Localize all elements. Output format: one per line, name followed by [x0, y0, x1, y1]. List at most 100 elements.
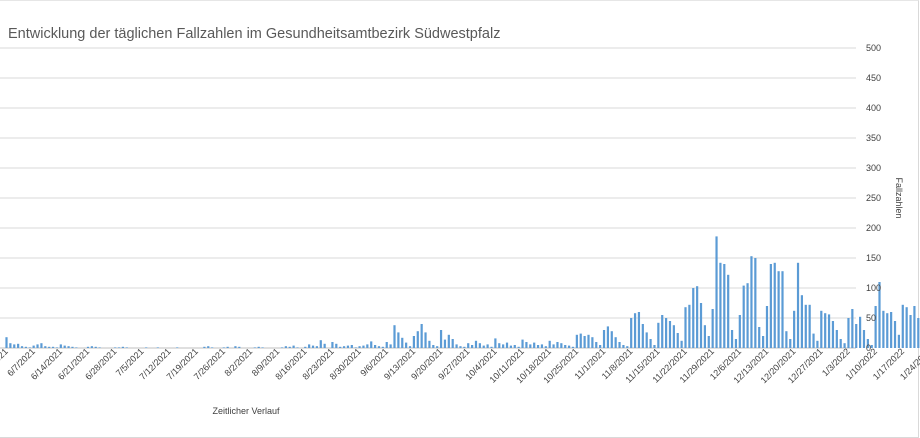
bar — [548, 340, 551, 348]
y-tick-label: 450 — [866, 73, 881, 83]
bar — [509, 345, 512, 348]
bar — [238, 346, 241, 348]
bar — [436, 346, 439, 348]
bar — [362, 345, 365, 348]
bar — [222, 347, 225, 348]
bar — [354, 347, 357, 348]
bar — [676, 333, 679, 348]
bar — [649, 339, 652, 348]
bar — [886, 313, 889, 348]
bar — [661, 315, 664, 348]
bar — [641, 324, 644, 348]
bar — [513, 345, 516, 348]
bar — [474, 340, 478, 348]
bar — [579, 333, 582, 348]
y-axis-ticks: 0 50 100 150 200 250 300 350 400 450 500 — [866, 43, 881, 353]
bar — [51, 346, 55, 348]
bar — [723, 264, 726, 348]
bar — [5, 337, 8, 348]
y-tick-label: 0 — [866, 343, 871, 353]
bar — [618, 342, 621, 348]
bar — [769, 264, 772, 348]
bar — [525, 342, 528, 348]
bar — [540, 344, 544, 348]
bar — [17, 343, 20, 348]
bar — [804, 304, 807, 348]
bar — [339, 346, 342, 348]
bar — [207, 346, 210, 348]
x-axis-label: Zeitlicher Verlauf — [212, 406, 280, 416]
bar — [917, 318, 920, 348]
bar — [296, 347, 299, 348]
bar — [703, 325, 706, 348]
bar — [591, 337, 594, 348]
chart-title: Entwicklung der täglichen Fallzahlen im … — [8, 26, 501, 42]
bar — [785, 331, 788, 348]
bar — [855, 324, 858, 348]
bar — [575, 334, 578, 348]
bar — [494, 338, 497, 348]
bar — [824, 313, 827, 348]
bar — [71, 346, 74, 348]
bar — [874, 306, 877, 348]
bar — [412, 336, 415, 348]
bar — [758, 327, 761, 348]
bar — [385, 342, 388, 348]
y-tick-label: 150 — [866, 253, 881, 263]
bar — [765, 306, 769, 348]
bar — [835, 330, 838, 348]
bar — [377, 346, 381, 348]
bar — [796, 262, 800, 348]
y-tick-label: 100 — [866, 283, 881, 293]
bar — [680, 340, 683, 348]
bar — [599, 345, 602, 348]
bar — [645, 332, 648, 348]
bar — [610, 331, 613, 348]
bar — [284, 346, 287, 348]
bar — [234, 346, 237, 348]
bar — [890, 312, 893, 348]
bar — [583, 336, 586, 348]
bar — [564, 345, 567, 348]
bar — [571, 346, 575, 348]
bar — [777, 271, 780, 348]
bar-series — [5, 236, 920, 348]
bar — [447, 334, 450, 348]
bar — [882, 310, 885, 348]
bar — [335, 343, 338, 348]
bar — [374, 345, 377, 348]
bar — [482, 345, 485, 348]
bar — [393, 325, 396, 348]
bar — [63, 345, 66, 348]
bar — [517, 346, 520, 348]
bar — [665, 318, 668, 348]
bar — [342, 346, 346, 348]
bar — [653, 345, 656, 348]
bar — [742, 285, 745, 348]
bar — [816, 340, 819, 348]
bar — [738, 315, 741, 348]
bar — [602, 330, 606, 348]
bar — [727, 274, 730, 348]
y-tick-label: 300 — [866, 163, 881, 173]
bar — [630, 318, 633, 348]
bar — [443, 339, 447, 348]
bar — [350, 345, 353, 348]
bar — [203, 346, 206, 348]
bar — [48, 346, 51, 348]
bar — [416, 331, 419, 348]
bar — [878, 282, 881, 348]
bar — [156, 347, 159, 348]
bar — [463, 346, 466, 348]
bar — [261, 347, 264, 348]
bar — [560, 343, 563, 348]
bar — [859, 316, 862, 348]
bar — [478, 343, 481, 348]
bar — [94, 346, 97, 348]
bar — [529, 344, 532, 348]
bar — [346, 345, 350, 348]
bar — [533, 342, 536, 348]
bar — [67, 346, 70, 348]
bar — [633, 313, 637, 348]
